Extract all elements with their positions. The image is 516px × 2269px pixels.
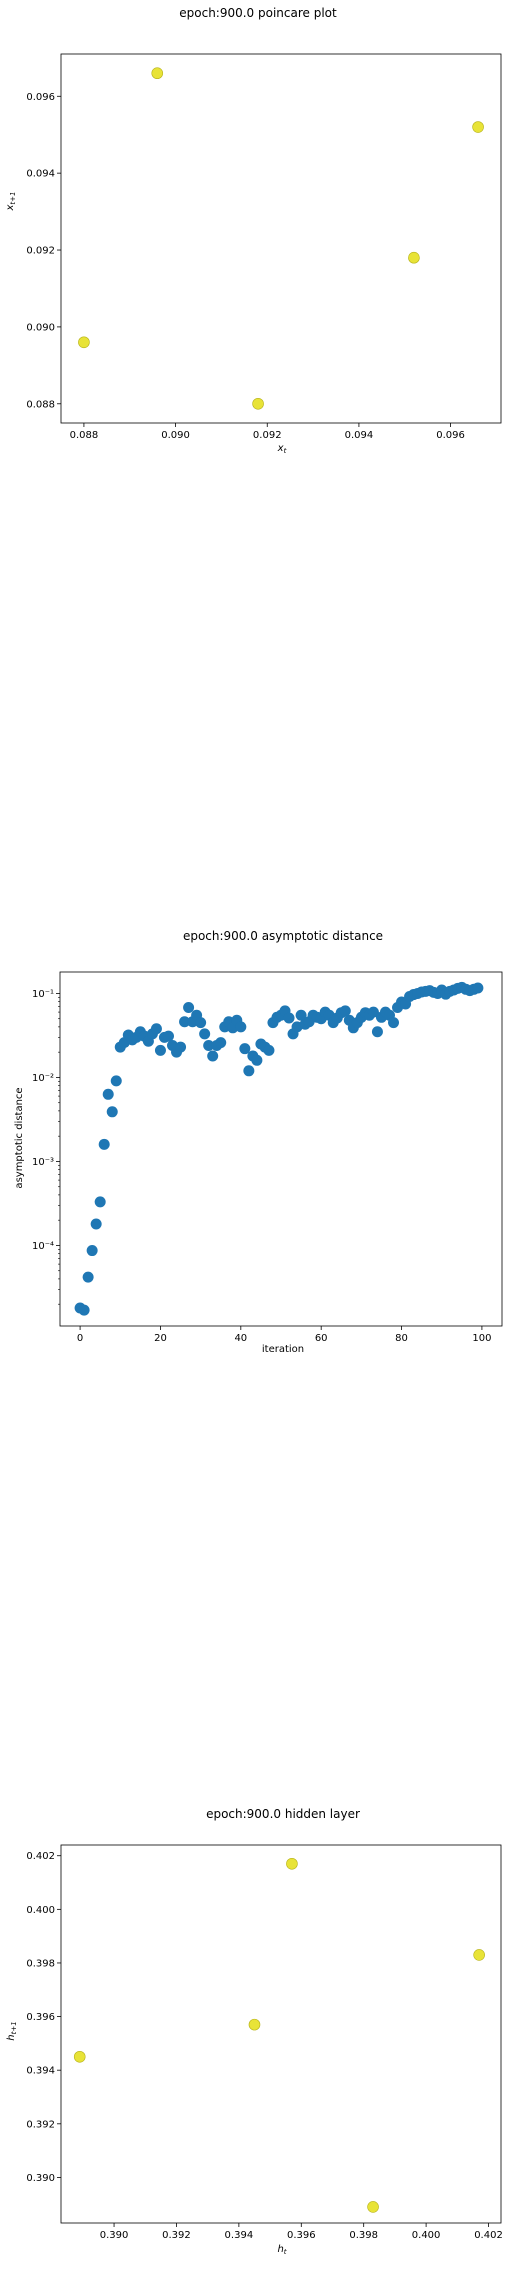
chart-title: epoch:900.0 hidden layer — [206, 1807, 360, 1821]
data-point — [195, 1017, 207, 1029]
y-tick-label: 0.402 — [26, 1851, 55, 1862]
x-tick-label: 0.398 — [349, 2230, 378, 2241]
data-point — [110, 1075, 122, 1087]
data-point — [162, 1030, 174, 1042]
y-tick-label: 0.392 — [26, 2119, 55, 2130]
x-tick-label: 0.094 — [345, 430, 374, 441]
data-point — [235, 1021, 247, 1033]
x-tick-label: 0.402 — [474, 2230, 503, 2241]
y-axis-label: asymptotic distance — [14, 1087, 25, 1188]
data-point — [248, 2018, 261, 2031]
hidden-layer-chart: epoch:900.0 hidden layer ht+1 ht 0.390 0.… — [6, 1807, 503, 2256]
plot-frame — [60, 53, 502, 424]
data-point — [472, 982, 484, 994]
data-point — [151, 67, 164, 80]
data-point — [207, 1050, 219, 1062]
y-tick-label: 0.398 — [26, 1958, 55, 1969]
data-point — [239, 1043, 251, 1055]
x-tick-label: 100 — [472, 1333, 491, 1344]
x-tick-label: 0.088 — [70, 430, 99, 441]
data-point — [388, 1017, 400, 1029]
svg-text:xt: xt — [277, 443, 287, 455]
data-point — [408, 251, 420, 264]
y-tick-label: 0.390 — [26, 2173, 55, 2184]
data-point — [472, 121, 484, 133]
data-point — [98, 1138, 110, 1150]
y-tick-label: 10⁻² — [32, 1073, 54, 1084]
x-tick-label: 0.096 — [436, 430, 465, 441]
data-point — [263, 1044, 275, 1056]
data-point — [150, 1023, 162, 1035]
data-point — [154, 1044, 166, 1056]
y-tick-label: 0.396 — [26, 2012, 55, 2023]
data-point — [252, 397, 264, 410]
asymptotic-distance-chart: epoch:900.0 asymptotic distance asymptot… — [14, 929, 503, 1355]
data-point — [295, 1009, 307, 1021]
data-point — [371, 1026, 383, 1038]
data-point — [251, 1054, 263, 1066]
x-tick-label: 0.396 — [287, 2230, 316, 2241]
plot-frame — [59, 971, 503, 1327]
svg-text:xt+1: xt+1 — [5, 192, 17, 212]
data-point — [94, 1196, 106, 1208]
data-point — [175, 1041, 187, 1053]
chart-title: epoch:900.0 poincare plot — [179, 6, 337, 20]
data-point — [473, 1949, 485, 1961]
y-tick-label: 0.400 — [26, 1905, 55, 1916]
x-axis-label: iteration — [262, 1344, 304, 1355]
data-point — [286, 1857, 298, 1870]
data-point — [243, 1065, 255, 1077]
data-point — [283, 1012, 295, 1024]
data-point — [199, 1028, 211, 1040]
data-point — [73, 2050, 86, 2063]
data-point — [82, 1271, 94, 1283]
x-tick-label: 0.400 — [412, 2230, 441, 2241]
x-tick-label: 20 — [154, 1333, 167, 1344]
y-tick-label: 0.094 — [26, 169, 55, 180]
y-tick-label: 0.090 — [26, 322, 55, 333]
data-point — [106, 1106, 118, 1118]
data-point — [203, 1040, 215, 1052]
y-tick-label: 10⁻¹ — [32, 989, 54, 1000]
svg-text:ht: ht — [277, 2244, 286, 2256]
y-tick-label: 0.394 — [26, 2066, 55, 2077]
x-tick-label: 0.092 — [253, 430, 282, 441]
data-point — [179, 1016, 191, 1028]
y-tick-label: 0.088 — [26, 399, 55, 410]
y-axis-label: xt+1 — [5, 192, 17, 212]
y-axis-label: ht+1 — [6, 2021, 18, 2040]
x-tick-label: 0.090 — [161, 430, 190, 441]
x-tick-label: 80 — [395, 1333, 408, 1344]
data-point — [90, 1218, 102, 1230]
x-tick-label: 60 — [315, 1333, 328, 1344]
y-tick-label: 0.092 — [26, 246, 55, 257]
x-tick-label: 0.392 — [162, 2230, 191, 2241]
x-tick-label: 0.390 — [100, 2230, 129, 2241]
svg-text:ht+1: ht+1 — [6, 2021, 18, 2040]
data-point — [215, 1037, 227, 1049]
y-tick-label: 10⁻³ — [32, 1157, 54, 1168]
poincare-plot-chart: epoch:900.0 poincare plot xt+1 xt 0.088 0… — [5, 6, 502, 455]
data-point — [102, 1088, 114, 1100]
data-point — [86, 1245, 98, 1257]
x-axis-label: ht — [277, 2244, 286, 2256]
x-tick-label: 0.394 — [225, 2230, 254, 2241]
data-point — [78, 1304, 90, 1316]
data-point — [339, 1005, 351, 1017]
chart-title: epoch:900.0 asymptotic distance — [183, 929, 383, 943]
y-tick-label: 10⁻⁴ — [32, 1241, 54, 1252]
data-point — [78, 336, 90, 349]
plot-frame — [60, 1844, 502, 2224]
data-point — [367, 1006, 379, 1018]
data-point — [367, 2201, 379, 2213]
x-axis-label: xt — [277, 443, 287, 455]
data-point — [183, 1002, 195, 1014]
x-tick-label: 40 — [234, 1333, 247, 1344]
y-tick-label: 0.096 — [26, 92, 55, 103]
x-tick-label: 0 — [77, 1333, 83, 1344]
